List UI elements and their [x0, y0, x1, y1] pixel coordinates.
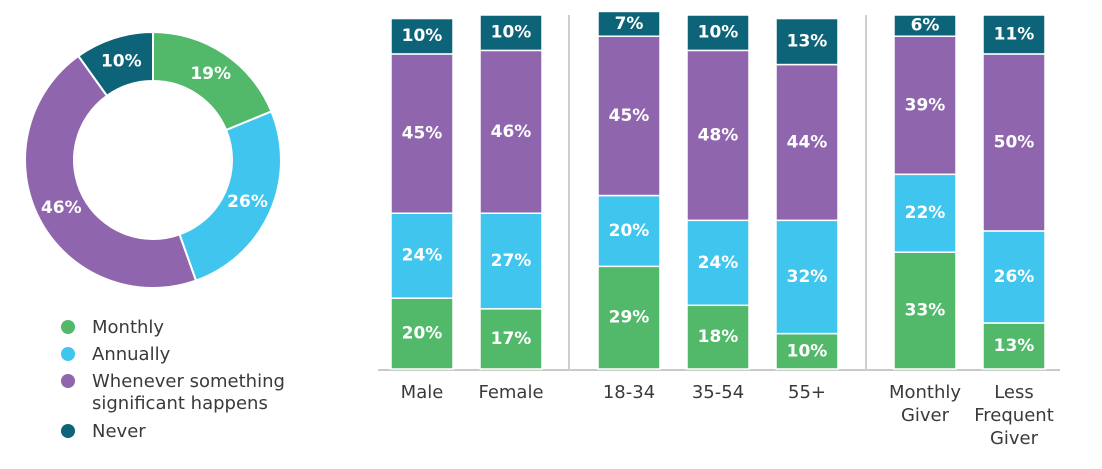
bar-segment-whenever-something-significant-happens: [775, 63, 839, 222]
bar-value-label: 13%: [994, 336, 1035, 356]
bar-segment-never: [686, 14, 750, 52]
bar-segment-whenever-something-significant-happens: [686, 49, 750, 222]
bar-segment-annually: [893, 173, 957, 253]
bar-value-label: 24%: [698, 253, 739, 273]
legend-swatch-monthly: [61, 320, 75, 334]
bar-segment-never: [893, 14, 957, 37]
bar-value-label: 50%: [994, 132, 1035, 152]
bar-value-label: 10%: [698, 23, 739, 43]
bar-value-label: 48%: [698, 125, 739, 145]
bar-segment-annually: [597, 194, 661, 268]
bar-segment-annually: [390, 212, 454, 299]
category-label: Giver: [901, 405, 950, 426]
bar-segment-never: [982, 14, 1046, 55]
category-label: Male: [401, 382, 444, 403]
bar-value-label: 46%: [491, 122, 532, 142]
bar-value-label: 26%: [994, 267, 1035, 287]
legend: Monthly Annually Whenever somethingsignifi…: [61, 317, 285, 442]
bar-value-label: 11%: [994, 24, 1035, 44]
stacked-bar-chart: 20% 24% 45% 10% Male 17% 27% 46% 10% Female 29% 20%…: [378, 10, 1060, 449]
bar-segment-monthly: [479, 308, 543, 370]
donut-slice-label: 26%: [227, 192, 268, 212]
bar-value-label: 27%: [491, 251, 532, 271]
bar-segment-monthly: [686, 304, 750, 370]
category-label: Giver: [990, 428, 1039, 449]
category-label: Less: [994, 382, 1034, 403]
bar-value-label: 33%: [905, 301, 946, 321]
bar-value-label: 6%: [911, 16, 940, 36]
legend-label: significant happens: [92, 393, 268, 414]
donut-slice-label: 46%: [41, 198, 82, 218]
bar-value-label: 32%: [787, 267, 828, 287]
category-label: Monthly: [889, 382, 961, 403]
donut-slice-never: [77, 30, 154, 98]
bar-segment-whenever-something-significant-happens: [893, 35, 957, 176]
bar-segment-whenever-something-significant-happens: [982, 53, 1046, 232]
bar-value-label: 24%: [402, 246, 443, 266]
bar-value-label: 10%: [491, 23, 532, 43]
bar-value-label: 10%: [402, 26, 443, 46]
bar-value-label: 22%: [905, 203, 946, 223]
bar-value-label: 20%: [402, 324, 443, 344]
bar-value-label: 20%: [609, 221, 650, 241]
bar-value-label: 45%: [609, 106, 650, 126]
donut-slice-label: 19%: [190, 64, 231, 84]
bar-segment-monthly: [775, 332, 839, 370]
bar-segment-never: [479, 14, 543, 52]
bar-segment-never: [597, 10, 661, 37]
bar-segment-monthly: [390, 297, 454, 370]
category-label: 55+: [788, 382, 826, 403]
bar-segment-whenever-something-significant-happens: [479, 49, 543, 214]
bar-segment-annually: [479, 212, 543, 310]
category-label: Frequent: [974, 405, 1054, 426]
bar-segment-whenever-something-significant-happens: [597, 35, 661, 197]
bar-value-label: 44%: [787, 132, 828, 152]
donut-chart: 19% 26% 46% 10%: [24, 30, 282, 289]
bar-segment-whenever-something-significant-happens: [390, 53, 454, 214]
legend-swatch-annually: [61, 347, 75, 361]
bar-value-label: 45%: [402, 124, 443, 144]
bar-value-label: 13%: [787, 32, 828, 52]
bar-value-label: 10%: [787, 341, 828, 361]
legend-label: Never: [92, 421, 146, 442]
donut-slice-label: 10%: [101, 51, 142, 71]
bar-value-label: 39%: [905, 95, 946, 115]
bar-value-label: 7%: [615, 14, 644, 34]
bar-segment-monthly: [597, 265, 661, 370]
bar-segment-never: [775, 17, 839, 66]
category-label: Female: [478, 382, 543, 403]
legend-label: Whenever something: [92, 371, 285, 392]
bar-value-label: 29%: [609, 308, 650, 328]
category-label: 18-34: [603, 382, 655, 403]
bar-segment-annually: [982, 230, 1046, 324]
bar-segment-monthly: [982, 322, 1046, 370]
legend-swatch-whenever-something-significant-happens: [61, 374, 75, 388]
legend-label: Annually: [92, 344, 171, 365]
bar-segment-monthly: [893, 251, 957, 370]
legend-swatch-never: [61, 424, 75, 438]
bar-value-label: 17%: [491, 329, 532, 349]
bar-segment-annually: [686, 219, 750, 307]
donut-slice-whenever-something-significant-happens: [24, 54, 198, 289]
bar-segment-never: [390, 17, 454, 55]
bar-value-label: 18%: [698, 327, 739, 347]
legend-label: Monthly: [92, 317, 164, 338]
category-label: 35-54: [692, 382, 744, 403]
